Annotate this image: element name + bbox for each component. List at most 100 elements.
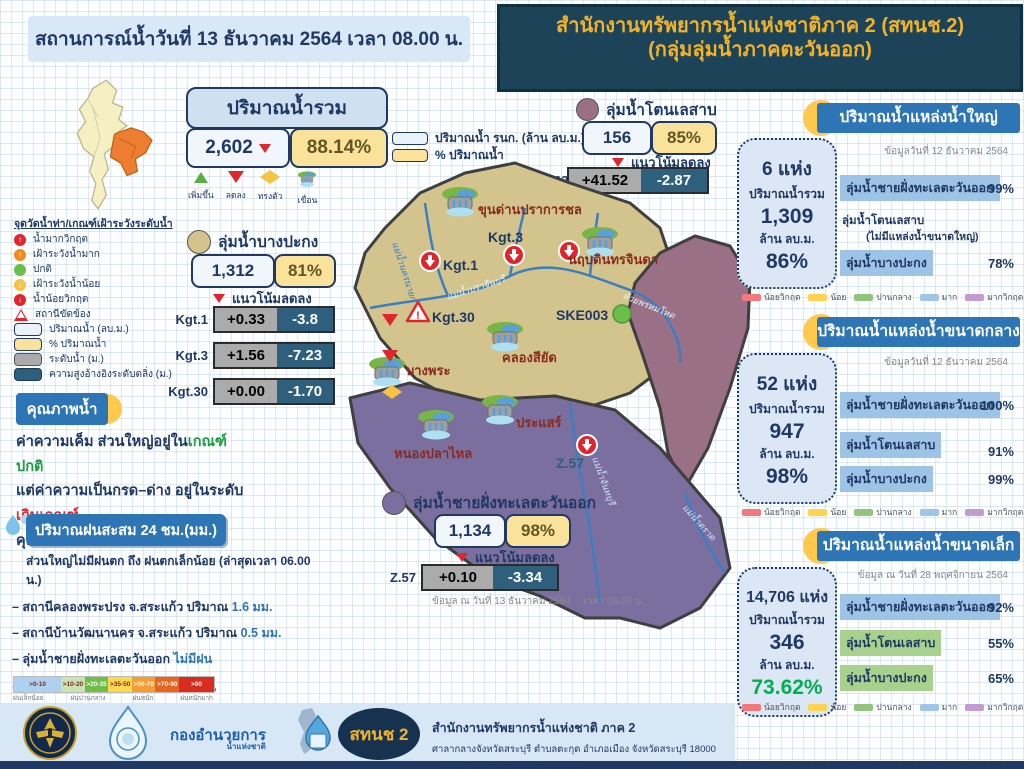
dam-label-nongplalai: หนองปลาไหล: [394, 445, 472, 461]
station-label-ske003: SKE003: [556, 307, 608, 323]
station-id: Kgt.3: [175, 348, 209, 363]
rain-station1-value: 1.6 มม.: [231, 600, 273, 614]
basin-percent: 99%: [987, 471, 1014, 487]
down-trend-icon: [612, 158, 624, 167]
basin-percent: 91%: [987, 444, 1014, 459]
criteria-legend: น้อยวิกฤต น้อย ปานกลาง มาก มากวิกฤต: [742, 505, 1023, 519]
total-percent-value: 73.62%: [751, 675, 823, 699]
water-level-value: +41.52: [569, 169, 641, 192]
crit-label: ปานกลาง: [876, 702, 912, 712]
legend-label: น้ำมากวิกฤต: [33, 234, 88, 245]
dam-label-khundan: ขุนด่านปราการชล: [478, 202, 582, 218]
steady-left-icon: [260, 170, 271, 184]
total-volume-value: 346: [769, 630, 805, 654]
rain-basin-value: ไม่มีฝน: [173, 652, 213, 666]
ph-text: แต่ค่าความเป็นกรด–ด่าง อยู่ในระดับ: [16, 483, 244, 500]
dam-label: เขื่อน: [297, 195, 318, 205]
bangpakong-trend: แนวโน้มลดลง: [213, 288, 312, 309]
station-marker-z57: [576, 434, 598, 456]
panel3-summary: 14,706 แห่ง ปริมาณน้ำรวม 346 ล้าน ลบ.ม. …: [737, 567, 837, 717]
water-quality-title: คุณภาพน้ำ: [16, 393, 108, 425]
bank-box-icon: [14, 368, 42, 381]
station-label-z57: Z.57: [556, 455, 584, 471]
eastcoast-asof: ข้อมูล ณ วันที่ 13 ธันวาคม 2564 เวลา 06.…: [432, 594, 644, 609]
eastcoast-trend-label: แนวโน้มลดลง: [475, 550, 555, 565]
dam-label-khlongsiyat: คลองสียัด: [502, 350, 557, 365]
increase-icon: [193, 172, 208, 183]
legend-label: ปกติ: [33, 264, 52, 275]
station-legend: จุดวัดน้ำท่า/เกณฑ์เฝ้าระวังระดับน้ำ ↑ น้ำ…: [14, 215, 184, 382]
total-volume-label: ปริมาณน้ำรวม: [749, 612, 825, 627]
station-id: Kgt.1: [175, 312, 209, 327]
percent-swatch: [392, 149, 428, 162]
crit-label: น้อย: [830, 507, 847, 517]
watch-low-icon: ↓: [14, 278, 26, 291]
total-volume-value: 2,602: [205, 137, 253, 158]
crit-label: มาก: [941, 292, 958, 302]
scale-seg: >90: [179, 677, 214, 692]
source-count: 6 แห่ง: [762, 158, 812, 180]
panel3-item-bangpakong: ลุ่มน้ำบางปะกง 65%: [840, 665, 1020, 691]
total-percent-value: 86%: [765, 249, 809, 273]
source-count: 52 แห่ง: [756, 373, 818, 395]
panel3-date: ข้อมูล ณ วันที่ 28 พฤศจิกายน 2564: [857, 570, 1008, 581]
increase-label: เพิ่มขึ้น: [188, 190, 214, 200]
water-level-value: +0.10: [423, 566, 493, 589]
scale-label: ฝนหนัก: [132, 695, 154, 702]
legend-label: เฝ้าระวังน้ำมาก: [33, 249, 100, 260]
critical-high-icon: ↑: [14, 233, 26, 246]
total-volume-label: ปริมาณน้ำรวม: [749, 401, 825, 416]
down-trend-icon: [456, 553, 468, 562]
decrease-label: ลดลง: [225, 190, 246, 200]
crit-label: น้อย: [830, 292, 847, 302]
water-level-value: +0.00: [215, 380, 277, 403]
volume-swatch: [392, 132, 428, 145]
z57-station-row: Z.57 +0.10 -3.34: [374, 564, 559, 591]
station-label-kgt1: Kgt.1: [443, 257, 478, 273]
crit-label: น้อยวิกฤต: [764, 292, 801, 302]
rivers: [369, 202, 727, 604]
dam-label-naruebodin: นฤบดินทรจินดา: [568, 252, 658, 267]
water-command-logo: กองอำนวยการ น้ำแห่งชาติ: [170, 728, 266, 751]
steady-label: ทรงตัว: [257, 191, 283, 201]
basin-percent: 92%: [987, 599, 1014, 615]
station-id: Z.57: [389, 570, 416, 585]
east-region-highlight: [109, 127, 153, 177]
station-normal-marker-ske003: [612, 304, 632, 324]
total-volume-label: ปริมาณน้ำรวม: [749, 186, 825, 201]
footer-address: ศาลากลางจังหวัดสระบุรี ตำบลตะกุด อำเภอเม…: [432, 744, 716, 755]
garuda-emblem-logo: [23, 706, 77, 760]
tonlesap-basin-header: ลุ่มน้ำโตนเลสาบ: [576, 97, 717, 122]
tonlesap-basin-icon: [576, 98, 599, 121]
panel1-title: ปริมาณน้ำแหล่งน้ำใหญ่: [817, 103, 1020, 133]
normal-icon: [14, 263, 26, 276]
legend-label: ความสูงอ้างอิงระดับตลิ่ง (ม.): [49, 369, 172, 380]
panel1-item-eastcoast: ลุ่มน้ำชายฝั่งทะเลตะวันออก 99%: [840, 175, 1020, 201]
crit-label: มาก: [941, 702, 958, 712]
panel3-item-eastcoast: ลุ่มน้ำชายฝั่งทะเลตะวันออก 92%: [840, 594, 1020, 620]
steady-right-icon: [270, 170, 281, 184]
bank-level-value: -7.23: [277, 344, 333, 367]
legend-label: % ปริมาณน้ำ: [49, 339, 107, 350]
tonlesap-trend-label: แนวโน้มลดลง: [631, 155, 711, 170]
volume-unit: ล้าน ลบ.ม.: [759, 657, 815, 672]
percent-box-icon: [14, 338, 42, 351]
crit-label: มากวิกฤต: [987, 507, 1024, 517]
decrease-icon: [227, 171, 244, 183]
panel2-summary: 52 แห่ง ปริมาณน้ำรวม 947 ล้าน ลบ.ม. 98%: [737, 353, 837, 504]
basin-percent: 55%: [987, 635, 1014, 651]
province-lines: [87, 98, 101, 158]
tonlesap-volume: 156: [582, 121, 652, 155]
scale-seg: >70-90: [155, 677, 180, 692]
total-volume-value: 947: [769, 419, 805, 443]
water-command-line1: กองอำนวยการ: [170, 727, 266, 744]
rainfall-title: ปริมาณฝนสะสม 24 ชม.(มม.): [26, 514, 226, 546]
station-marker-kgt1: [419, 250, 441, 272]
legend-label: ปริมาณน้ำ (ลบ.ม.): [49, 324, 129, 335]
basin-label: ลุ่มน้ำบางปะกง: [840, 250, 933, 276]
panel1-item-tonlesap-note: (ไม่มีแหล่งน้ำขนาดใหญ่): [866, 231, 979, 243]
thailand-outline: [76, 79, 129, 210]
panel1-summary: 6 แห่ง ปริมาณน้ำรวม 1,309 ล้าน ลบ.ม. 86%: [737, 138, 837, 289]
bank-level-value: -1.70: [277, 380, 333, 403]
